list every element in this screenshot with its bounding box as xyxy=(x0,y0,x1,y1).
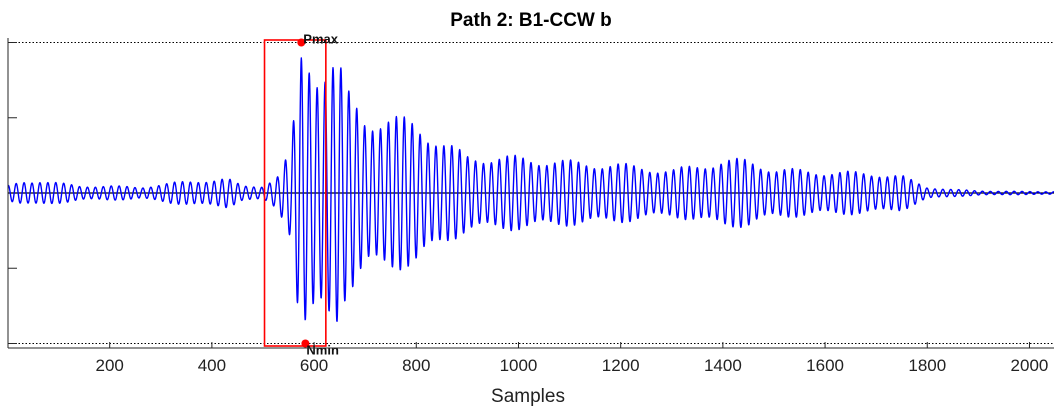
x-tick-label: 600 xyxy=(300,356,328,375)
pmax-marker xyxy=(297,38,306,47)
x-tick-label: 1400 xyxy=(704,356,742,375)
plot-area: Pmax Nmin xyxy=(7,32,1055,357)
waveform-series xyxy=(7,57,1055,322)
x-tick-label: 400 xyxy=(198,356,226,375)
selection-window xyxy=(263,39,327,347)
x-tick-label: 2000 xyxy=(1011,356,1049,375)
chart-title: Path 2: B1-CCW b xyxy=(450,10,612,31)
axes: 200 400 600 800 1000 1200 1400 1600 1800 2000 xyxy=(7,38,1054,375)
x-tick-label: 800 xyxy=(402,356,430,375)
pmax-label: Pmax xyxy=(303,32,338,47)
x-axis-label: Samples xyxy=(491,386,565,407)
x-tick-label: 1800 xyxy=(908,356,946,375)
nmin-marker xyxy=(301,339,310,348)
x-ticks: 200 400 600 800 1000 1200 1400 1600 1800 2000 xyxy=(95,342,1048,375)
x-tick-label: 1200 xyxy=(602,356,640,375)
x-tick-label: 1000 xyxy=(500,356,538,375)
x-tick-label: 1600 xyxy=(806,356,844,375)
y-ticks xyxy=(8,42,17,344)
x-tick-label: 200 xyxy=(95,356,123,375)
